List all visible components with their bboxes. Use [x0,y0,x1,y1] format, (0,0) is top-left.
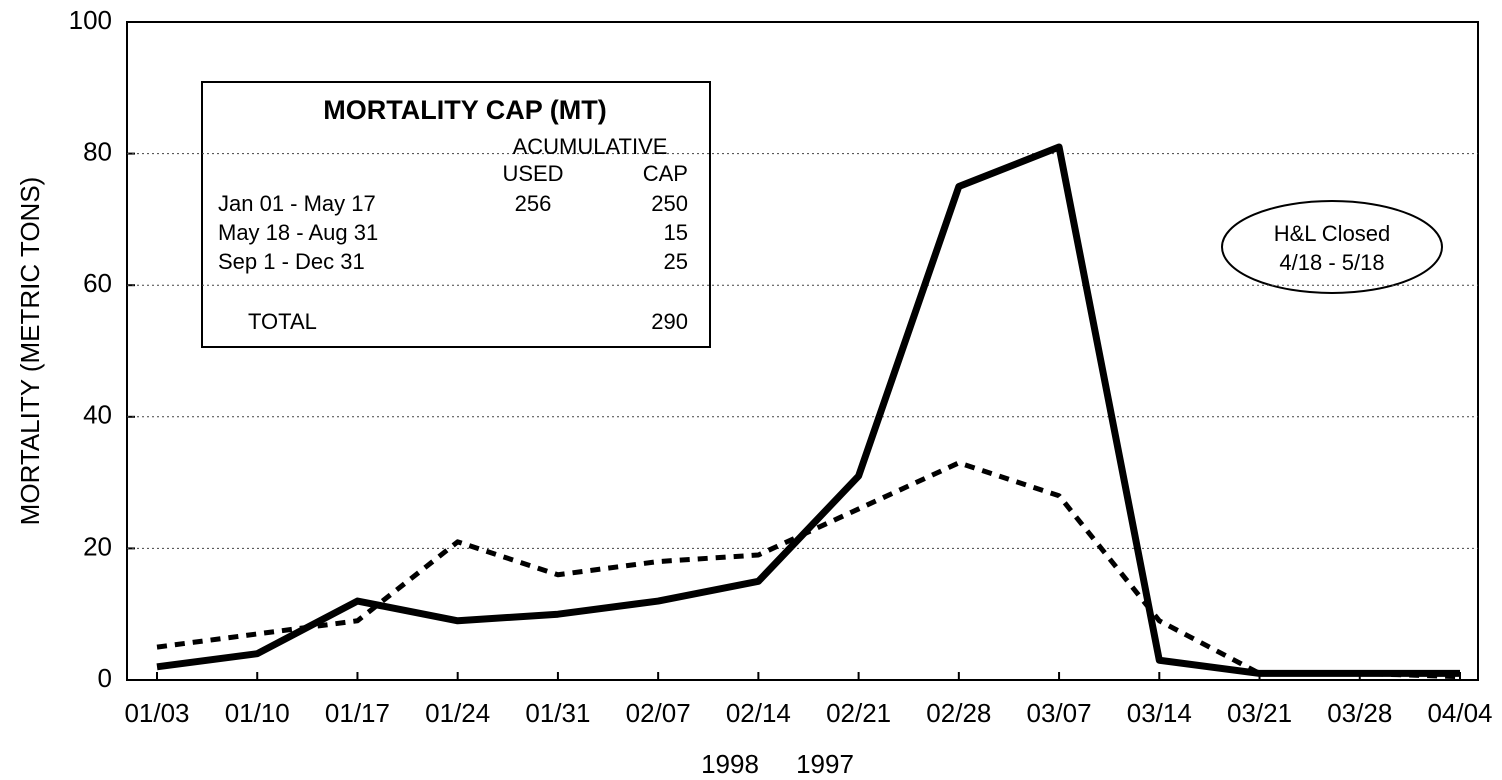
table-header: CAP [643,161,688,186]
table-cell: 250 [651,191,688,216]
table-cell: Jan 01 - May 17 [218,191,376,216]
annotation-text: 4/18 - 5/18 [1279,250,1384,275]
table-header: ACUMULATIVE [513,134,668,159]
x-tick-label: 02/14 [726,698,791,728]
y-tick-label: 80 [83,136,112,166]
x-tick-label: 01/03 [124,698,189,728]
table-cell: 256 [515,191,552,216]
table-total-value: 290 [651,309,688,334]
cap-table-box [201,81,711,348]
y-axis-label: MORTALITY (METRIC TONS) [15,177,45,526]
x-tick-label: 01/31 [525,698,590,728]
x-tick-label: 02/07 [626,698,691,728]
annotation-ellipse [1221,200,1443,294]
series-line [156,143,1460,677]
x-tick-label: 01/17 [325,698,390,728]
table-total-label: TOTAL [248,309,317,334]
series-line [156,460,1461,680]
table-title: MORTALITY CAP (MT) [323,95,606,125]
y-tick-label: 40 [83,400,112,430]
x-tick-label: 03/28 [1327,698,1392,728]
x-tick-label: 03/14 [1127,698,1192,728]
x-tick-label: 04/04 [1427,698,1492,728]
x-tick-label: 02/21 [826,698,891,728]
y-tick-label: 60 [83,268,112,298]
table-cell: Sep 1 - Dec 31 [218,249,365,274]
table-cell: 25 [664,249,688,274]
x-tick-label: 03/21 [1227,698,1292,728]
x-tick-label: 02/28 [926,698,991,728]
annotation-text: H&L Closed [1274,221,1391,246]
plot-frame [126,21,1479,681]
legend-label: 1997 [796,749,854,779]
table-cell: May 18 - Aug 31 [218,220,378,245]
y-tick-label: 0 [98,663,112,693]
legend-label: 1998 [701,749,759,779]
x-tick-label: 01/24 [425,698,490,728]
y-tick-label: 20 [83,531,112,561]
x-tick-label: 03/07 [1027,698,1092,728]
x-tick-label: 01/10 [225,698,290,728]
table-cell: 15 [664,220,688,245]
y-tick-label: 100 [69,5,112,35]
table-header: USED [502,161,563,186]
